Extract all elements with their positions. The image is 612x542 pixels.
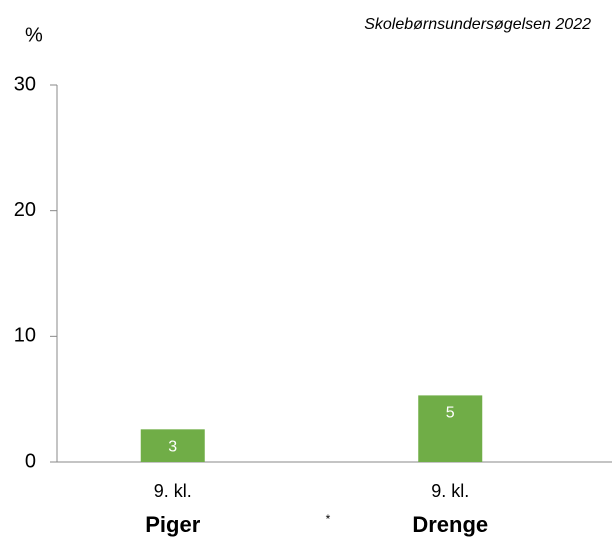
group-label: Piger [145, 512, 200, 537]
chart-subtitle: Skolebørnsundersøgelsen 2022 [364, 16, 591, 33]
y-tick-label: 30 [14, 73, 36, 95]
y-tick-label: 20 [14, 199, 36, 221]
y-tick-label: 0 [25, 450, 36, 472]
annotation: * [326, 512, 331, 526]
bar-value-label: 5 [446, 405, 455, 422]
y-tick-label: 10 [14, 325, 36, 347]
x-tick-label: 9. kl. [154, 481, 192, 501]
x-tick-label: 9. kl. [431, 481, 469, 501]
bar-value-label: 3 [168, 439, 177, 456]
bar [418, 395, 483, 462]
bar [140, 429, 205, 462]
y-axis-label: % [25, 24, 43, 46]
group-label: Drenge [412, 512, 488, 537]
